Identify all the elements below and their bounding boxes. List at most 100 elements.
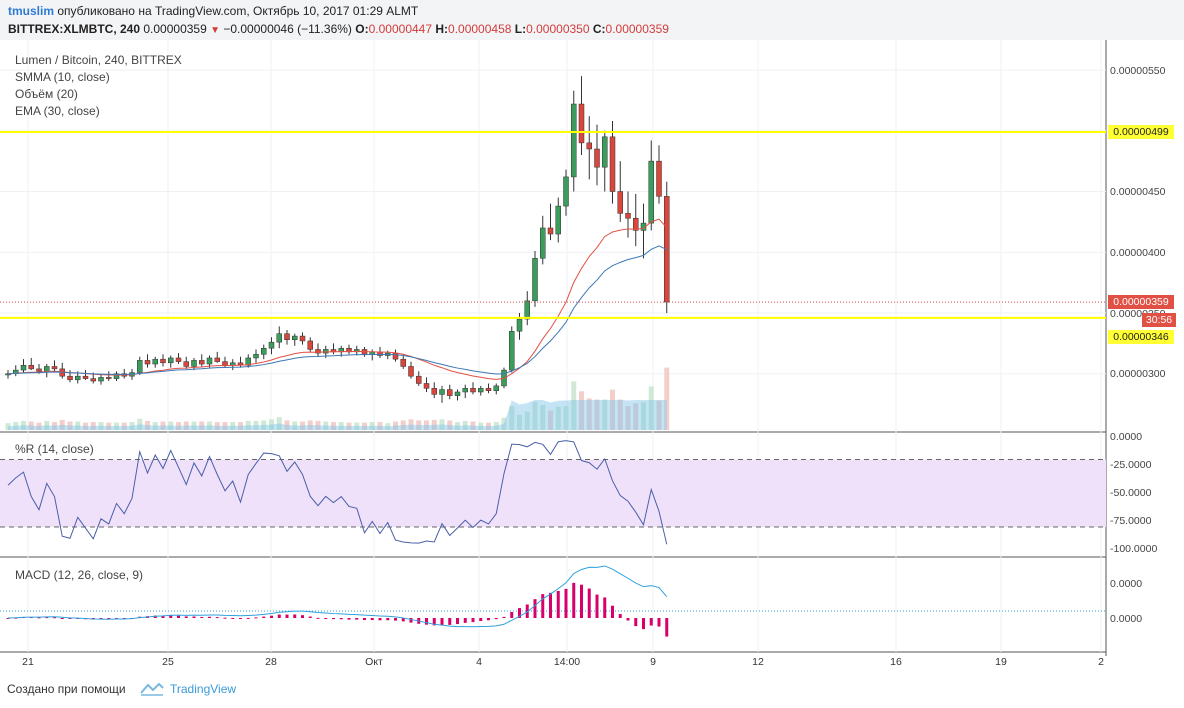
candle-body [36, 368, 42, 372]
macd-histogram-bar [487, 618, 490, 621]
created-with-text: Создано при помощи [7, 682, 126, 696]
candle-body [656, 160, 662, 197]
chart-canvas[interactable] [0, 40, 1184, 674]
volume-bar [586, 398, 592, 430]
volume-bar [447, 420, 453, 430]
candle-body [470, 388, 476, 393]
candle-body [268, 341, 275, 349]
volume-bar [509, 406, 515, 430]
volume-bar [67, 421, 73, 430]
candle-body [199, 360, 205, 365]
macd-histogram-bar [53, 617, 56, 619]
volume-bar [478, 422, 484, 430]
macd-histogram-bar [541, 594, 545, 618]
time-label: 25 [162, 656, 174, 668]
volume-bar [238, 422, 243, 430]
candle-body [462, 388, 468, 393]
symbol-label: BITTREX:XLMBTC, 240 [8, 22, 141, 36]
candle-body [578, 103, 585, 144]
macd-histogram-bar [448, 618, 452, 625]
author-link[interactable]: tmuslim [8, 4, 55, 18]
macd-histogram-bar [231, 617, 235, 619]
macd-histogram-bar [463, 618, 467, 623]
volume-bar [540, 405, 546, 430]
volume-bar [517, 414, 522, 430]
volume-bar [338, 422, 344, 430]
macd-histogram-bar [161, 615, 165, 618]
candle-body [168, 357, 174, 364]
volume-bar [245, 420, 251, 430]
price-change: −0.00000046 (−11.36%) [223, 22, 352, 36]
volume-bar [75, 421, 81, 430]
volume-bar [462, 420, 468, 430]
time-label: 19 [995, 656, 1007, 668]
footer: Создано при помощи TradingView [0, 674, 1184, 708]
macd-histogram-bar [626, 618, 630, 621]
candle-body [423, 383, 430, 389]
macd-histogram-bar [525, 604, 529, 618]
wr-band [0, 459, 1106, 527]
candle-body [532, 258, 538, 302]
candle-body [137, 360, 143, 373]
wr-tick: -75.0000 [1110, 515, 1152, 527]
macd-histogram-bar [564, 588, 568, 618]
macd-line [7, 565, 668, 628]
macd-histogram-bar [262, 616, 266, 618]
macd-histogram-bar [580, 584, 583, 618]
macd-histogram-bar [394, 618, 397, 621]
volume-bar [323, 421, 329, 430]
macd-histogram-bar [332, 618, 335, 620]
candle-body [191, 360, 197, 367]
volume-bar [617, 399, 623, 430]
candle-body [617, 191, 623, 214]
macd-histogram-bar [177, 615, 180, 618]
smma-legend: SMMA (10, close) [15, 70, 110, 84]
candle-body [540, 227, 546, 259]
macd-histogram-bar [45, 617, 49, 619]
volume-bar [152, 422, 158, 430]
ohlc-info: BITTREX:XLMBTC, 240 0.00000359 ▼ −0.0000… [8, 22, 669, 36]
tradingview-link[interactable]: TradingView [170, 682, 237, 696]
candle-body [454, 391, 461, 396]
candle-body [152, 358, 158, 365]
header-bar: tmuslim опубликовано на TradingView.com,… [0, 0, 1184, 40]
tradingview-logo-icon[interactable] [140, 681, 164, 697]
macd-histogram-bar [277, 614, 281, 618]
volume-bar [548, 410, 553, 430]
volume-bar [524, 411, 530, 430]
macd-histogram-bar [215, 617, 219, 619]
macd-histogram-bar [6, 618, 10, 619]
candle-body [28, 364, 34, 370]
candle-body [354, 349, 360, 353]
volume-bar [455, 422, 460, 430]
volume-bar [114, 422, 119, 430]
macd-histogram-bar [556, 590, 560, 618]
candle-body [245, 357, 251, 366]
macd-histogram-bar [471, 618, 475, 623]
wr-tick: -25.0000 [1110, 459, 1152, 471]
volume-bar [176, 422, 181, 430]
volume-bar [362, 422, 367, 430]
candle-body [392, 352, 399, 360]
candle-body [113, 373, 120, 379]
volume-bar [424, 420, 429, 430]
candle-body [509, 330, 515, 371]
macd-histogram-bar [301, 615, 304, 618]
volume-bar [486, 422, 491, 430]
volume-bar [648, 386, 654, 430]
candle-body [633, 217, 639, 231]
volume-bar [230, 422, 236, 430]
volume-bar [400, 420, 406, 430]
volume-bar [106, 422, 112, 430]
macd-histogram-bar [184, 616, 188, 618]
candle-body [51, 366, 58, 370]
volume-bar [284, 420, 290, 430]
publish-text: опубликовано на TradingView.com, Октябрь… [57, 4, 419, 18]
macd-histogram-bar [208, 616, 211, 618]
price-tick: 0.00000400 [1110, 247, 1166, 259]
macd-histogram-bar [618, 614, 622, 618]
macd-histogram-bar [425, 618, 428, 625]
time-label: 16 [890, 656, 902, 668]
macd-histogram-bar [153, 615, 157, 618]
volume-bar [44, 420, 50, 430]
